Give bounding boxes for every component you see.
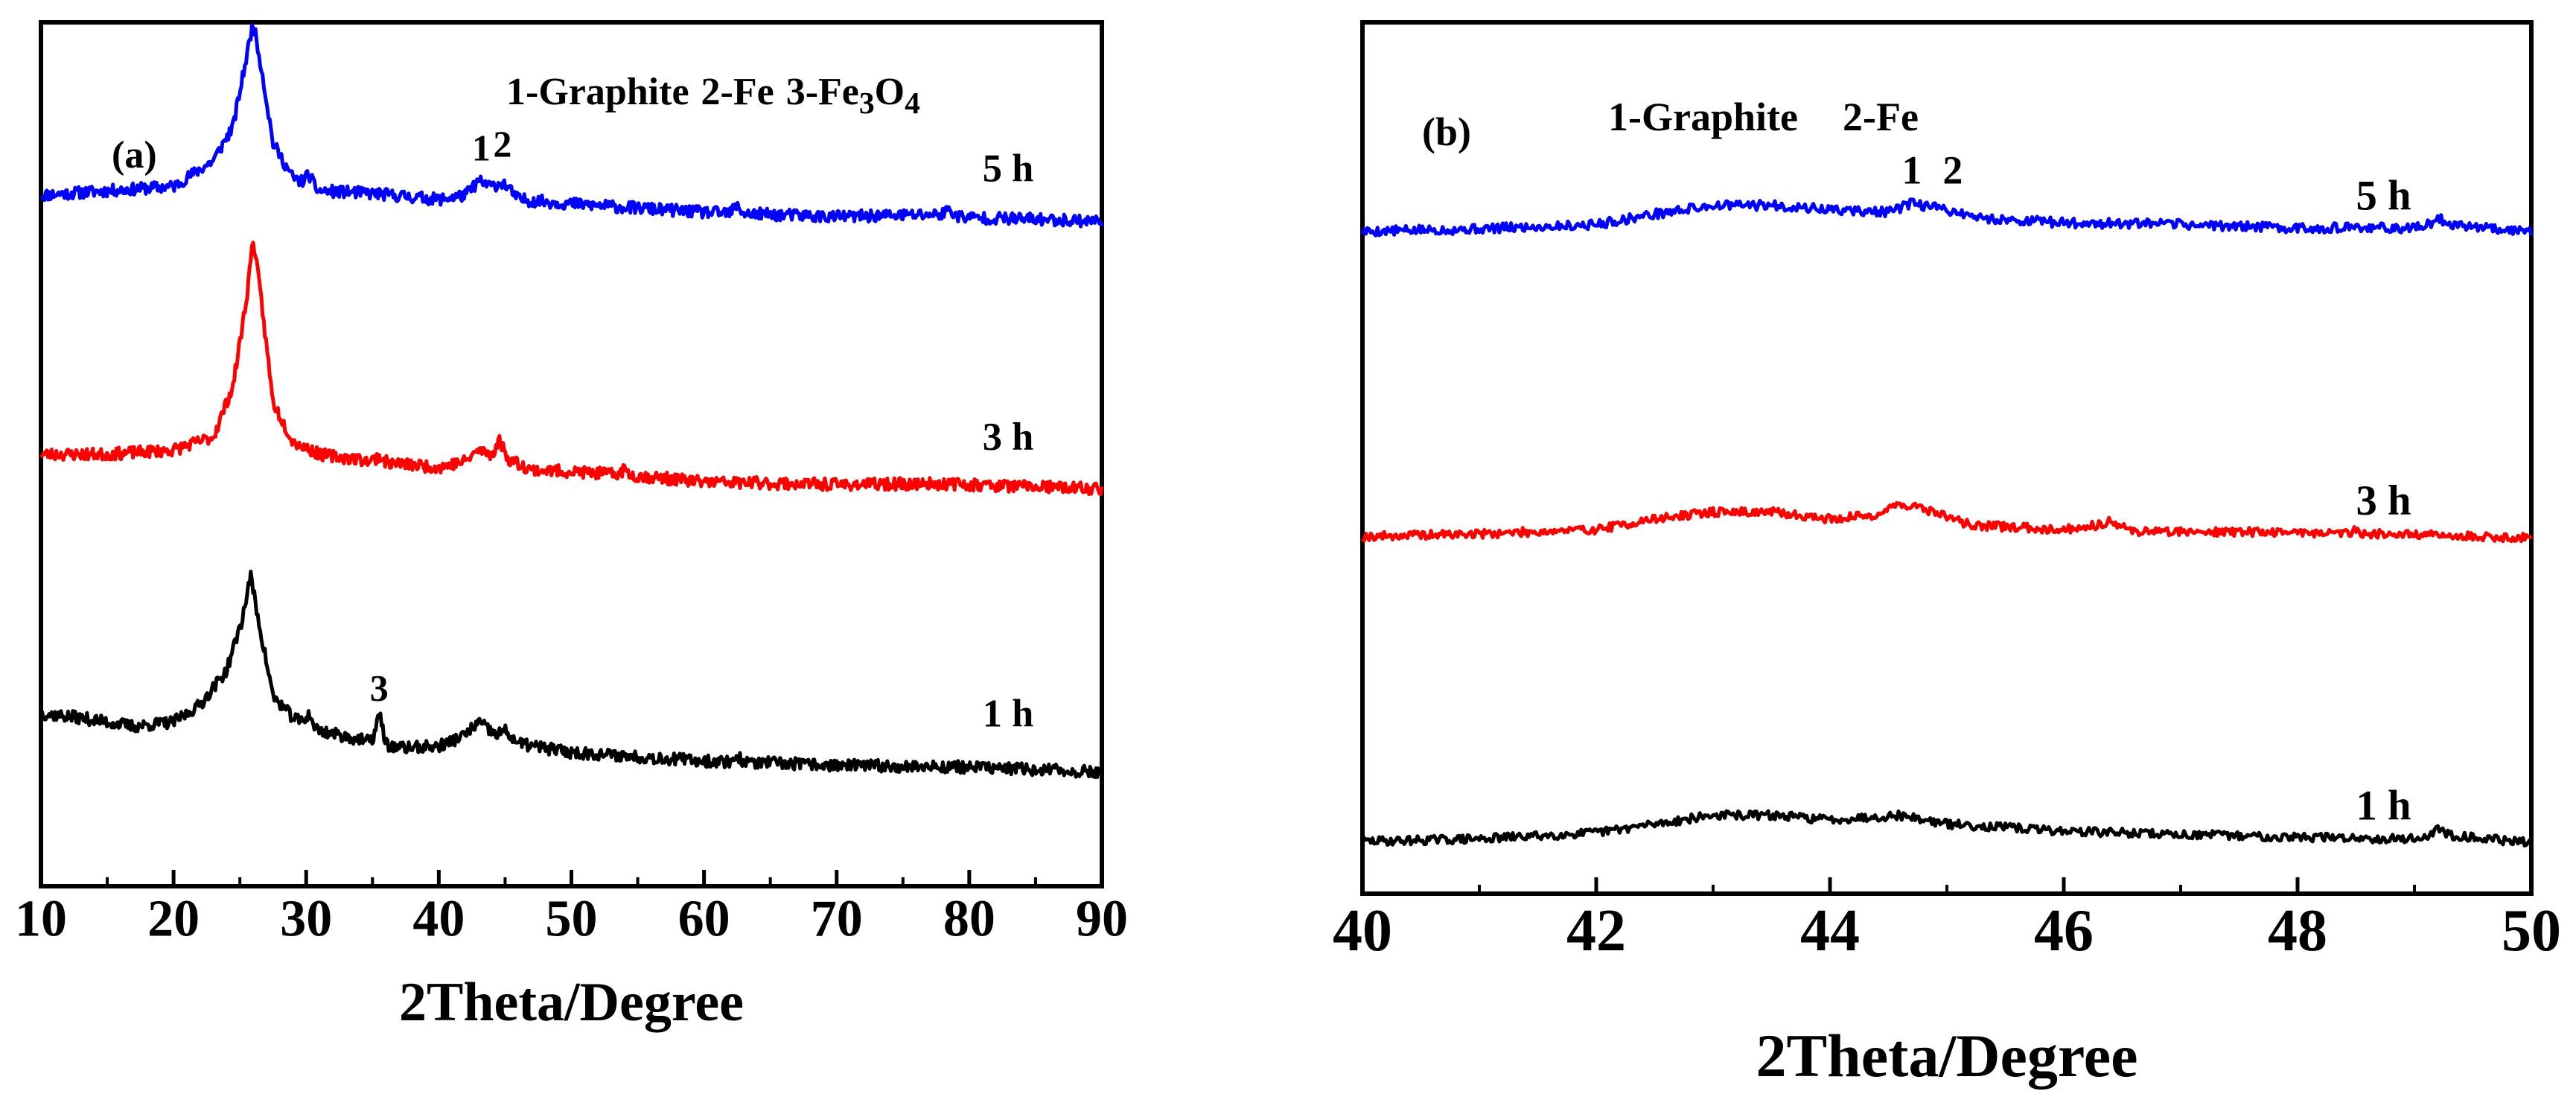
x-tick-label: 50 xyxy=(2502,898,2561,964)
x-tick-label: 44 xyxy=(1800,898,1860,964)
x-tick-label: 30 xyxy=(280,891,332,948)
panel-a: 10 20 30 40 50 60 70 80 90 2Theta/Degree (a) 1-Grap… xyxy=(15,0,1128,1033)
x-tick-label: 60 xyxy=(678,891,730,948)
legend-subscript: 4 xyxy=(905,86,920,120)
legend-entry: 3-Fe xyxy=(786,71,859,113)
peak-label: 2 xyxy=(1942,147,1963,192)
peak-label: 1 xyxy=(244,0,263,4)
series-line-3h xyxy=(1361,500,2533,544)
x-tick-label: 46 xyxy=(2034,898,2094,964)
peak-label: 3 xyxy=(370,667,389,709)
x-tick-label: 40 xyxy=(412,891,465,948)
series-label: 1 h xyxy=(2356,783,2411,830)
series-label: 5 h xyxy=(2356,173,2411,220)
x-tick-label: 20 xyxy=(147,891,200,948)
series-line-5h xyxy=(1360,197,2534,238)
legend-entry: 1-Graphite xyxy=(506,71,689,113)
x-tick-label: 48 xyxy=(2268,898,2327,964)
series-label: 1 h xyxy=(983,692,1034,735)
peak-label: 1 xyxy=(1901,147,1922,192)
peak-label: 1 xyxy=(472,127,491,169)
series-line-1h xyxy=(39,569,1104,779)
panel-label: (a) xyxy=(112,134,157,177)
x-axis-title: 2Theta/Degree xyxy=(1756,1022,2137,1090)
x-tick-label: 40 xyxy=(1333,898,1392,964)
x-tick-label: 80 xyxy=(943,891,995,948)
series-line-1h xyxy=(1360,809,2533,848)
phase-legend: 1-Graphite 2-Fe xyxy=(1608,95,1919,139)
legend-entry: 2-Fe xyxy=(701,71,774,113)
legend-entry: 2-Fe xyxy=(1843,95,1919,139)
x-tick-label: 10 xyxy=(15,891,67,948)
x-tick-label: 50 xyxy=(546,891,598,948)
x-tick-label: 90 xyxy=(1076,891,1128,948)
peak-label: 2 xyxy=(493,123,511,165)
x-tick-label: 70 xyxy=(811,891,863,948)
series-label: 5 h xyxy=(983,147,1034,190)
legend-entry-tail: O xyxy=(875,71,905,113)
x-tick-label: 42 xyxy=(1566,898,1626,964)
legend-entry: 1-Graphite xyxy=(1608,95,1798,139)
series-line-5h xyxy=(39,23,1104,229)
series-label: 3 h xyxy=(2356,477,2411,524)
phase-legend: 1-Graphite 2-Fe 3-Fe3O4 xyxy=(506,71,920,120)
panel-b: 40 42 44 46 48 50 2Theta/Degree (b) 1-Graphite 2-… xyxy=(1333,20,2561,1090)
panel-label: (b) xyxy=(1422,109,1471,154)
series-label: 3 h xyxy=(983,416,1034,459)
legend-subscript: 3 xyxy=(859,86,875,120)
x-axis-title: 2Theta/Degree xyxy=(399,972,744,1033)
series-line-3h xyxy=(39,241,1104,497)
